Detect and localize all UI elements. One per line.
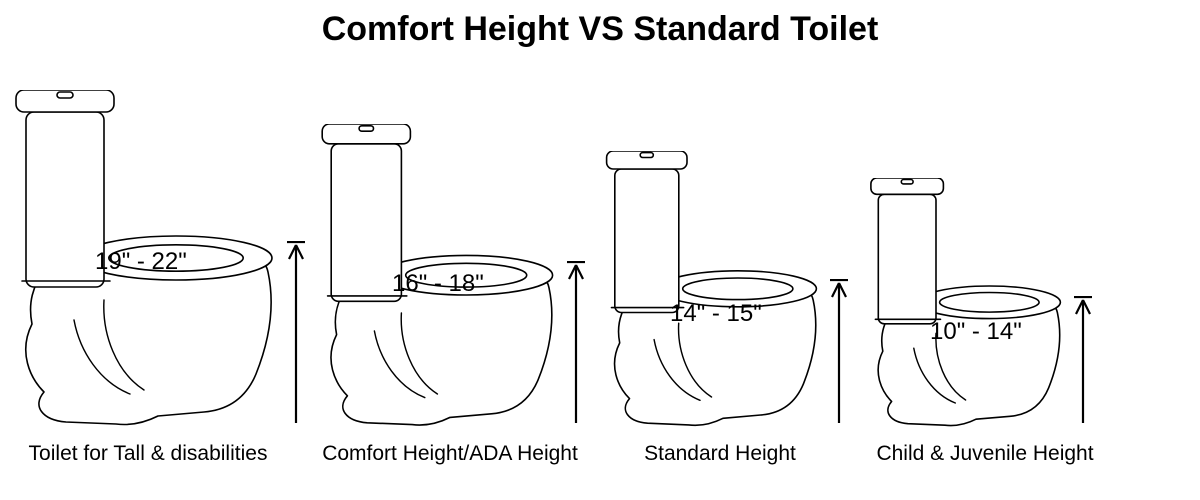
range-label-tall: 19" - 22" [95,248,187,276]
height-arrow-comfort [565,261,587,424]
height-arrow-child [1072,296,1094,424]
caption-tall: Toilet for Tall & disabilities [29,442,268,466]
caption-comfort: Comfort Height/ADA Height [322,442,578,466]
diagram-stage: 19" - 22" Toilet for Tall & disabilities… [0,48,1200,468]
range-label-child: 10" - 14" [930,318,1022,346]
page-title: Comfort Height VS Standard Toilet [0,10,1200,49]
caption-child: Child & Juvenile Height [876,442,1093,466]
height-arrow-standard [828,279,850,424]
height-arrow-tall [285,241,307,424]
toilet-standard [600,151,830,430]
range-label-standard: 14" - 15" [670,300,762,328]
toilet-child [865,178,1072,430]
range-label-comfort: 16" - 18" [392,270,484,298]
caption-standard: Standard Height [644,442,796,466]
